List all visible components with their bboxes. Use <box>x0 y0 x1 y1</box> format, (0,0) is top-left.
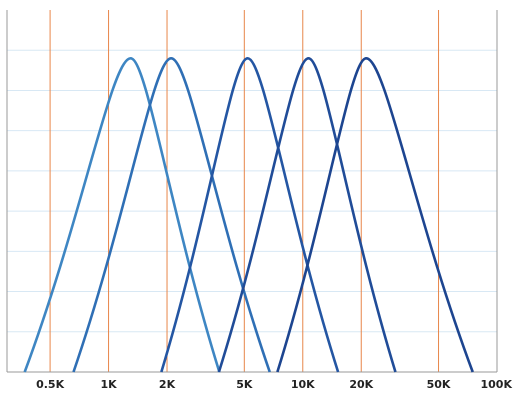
x-tick-label: 100K <box>481 378 513 391</box>
response-curve-3 <box>160 56 340 373</box>
x-tick-label: 10K <box>291 378 315 391</box>
response-curve-5 <box>276 56 474 373</box>
axes <box>6 10 498 373</box>
x-tick-label: 1K <box>100 378 117 391</box>
x-tick-label: 5K <box>236 378 253 391</box>
x-tick-labels: 0.5K 1K 2K 5K 10K 20K 50K 100K <box>36 378 512 391</box>
vertical-gridlines <box>49 10 440 372</box>
horizontal-gridlines <box>7 49 497 333</box>
x-tick-label: 50K <box>427 378 451 391</box>
x-tick-label: 0.5K <box>36 378 64 391</box>
response-curve-1 <box>23 56 221 373</box>
x-tick-label: 20K <box>349 378 373 391</box>
x-tick-label: 2K <box>159 378 176 391</box>
response-curve-2 <box>72 56 271 373</box>
response-curve-4 <box>217 56 397 373</box>
response-curves <box>23 56 474 373</box>
